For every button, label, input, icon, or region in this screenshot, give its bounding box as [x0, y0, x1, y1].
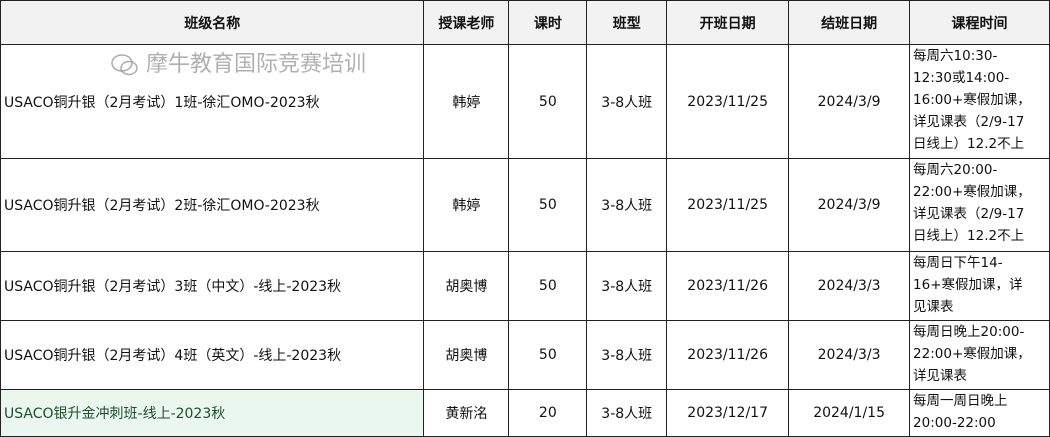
header-start-date: 开班日期: [666, 0, 790, 45]
hours: 50: [508, 158, 588, 252]
hours: 20: [508, 389, 588, 437]
end-date: 2024/3/9: [788, 158, 911, 252]
teacher: 胡奥博: [423, 251, 510, 321]
class-name: USACO铜升银（2月考试）4班（英文）-线上-2023秋: [0, 320, 425, 390]
table-row: USACO铜升银（2月考试）3班（中文）-线上-2023秋 胡奥博 50 3-8…: [0, 251, 1050, 321]
table-row: USACO铜升银（2月考试）1班-徐汇OMO-2023秋 韩婷 50 3-8人班…: [0, 44, 1050, 159]
hours: 50: [508, 44, 588, 159]
class-name: USACO铜升银（2月考试）2班-徐汇OMO-2023秋: [0, 158, 425, 252]
teacher: 韩婷: [423, 158, 510, 252]
table-row: USACO银升金冲刺班-线上-2023秋 黄新洺 20 3-8人班 2023/1…: [0, 389, 1050, 437]
hours: 50: [508, 320, 588, 390]
header-teacher: 授课老师: [423, 0, 510, 45]
header-schedule: 课程时间: [909, 0, 1050, 45]
header-row: 班级名称 授课老师 课时 班型 开班日期 结班日期 课程时间: [0, 0, 1050, 45]
class-name: USACO铜升银（2月考试）3班（中文）-线上-2023秋: [0, 251, 425, 321]
end-date: 2024/3/3: [788, 320, 911, 390]
class-type: 3-8人班: [586, 158, 668, 252]
header-end-date: 结班日期: [788, 0, 911, 45]
class-type: 3-8人班: [586, 251, 668, 321]
table-row: USACO铜升银（2月考试）2班-徐汇OMO-2023秋 韩婷 50 3-8人班…: [0, 158, 1050, 252]
start-date: 2023/11/26: [666, 251, 790, 321]
class-type: 3-8人班: [586, 389, 668, 437]
hours: 50: [508, 251, 588, 321]
teacher: 黄新洺: [423, 389, 510, 437]
schedule: 每周日下午14- 16+寒假加课，详 见课表: [909, 251, 1050, 321]
header-class-type: 班型: [586, 0, 668, 45]
schedule: 每周六20:00- 22:00+寒假加课， 详见课表（2/9-17 日线上）12…: [909, 158, 1050, 252]
start-date: 2023/11/26: [666, 320, 790, 390]
start-date: 2023/12/17: [666, 389, 790, 437]
start-date: 2023/11/25: [666, 44, 790, 159]
table-row: USACO铜升银（2月考试）4班（英文）-线上-2023秋 胡奥博 50 3-8…: [0, 320, 1050, 390]
end-date: 2024/1/15: [788, 389, 911, 437]
end-date: 2024/3/3: [788, 251, 911, 321]
class-name: USACO铜升银（2月考试）1班-徐汇OMO-2023秋: [0, 44, 425, 159]
teacher: 胡奥博: [423, 320, 510, 390]
end-date: 2024/3/9: [788, 44, 911, 159]
class-type: 3-8人班: [586, 320, 668, 390]
header-hours: 课时: [508, 0, 588, 45]
schedule: 每周六10:30- 12:30或14:00- 16:00+寒假加课， 详见课表（…: [909, 44, 1050, 159]
class-name: USACO银升金冲刺班-线上-2023秋: [0, 389, 425, 437]
teacher: 韩婷: [423, 44, 510, 159]
header-class-name: 班级名称: [0, 0, 425, 45]
class-type: 3-8人班: [586, 44, 668, 159]
schedule: 每周日晚上20:00- 22:00+寒假加课， 详见课表: [909, 320, 1050, 390]
start-date: 2023/11/25: [666, 158, 790, 252]
schedule: 每周一周日晚上 20:00-22:00: [909, 389, 1050, 437]
